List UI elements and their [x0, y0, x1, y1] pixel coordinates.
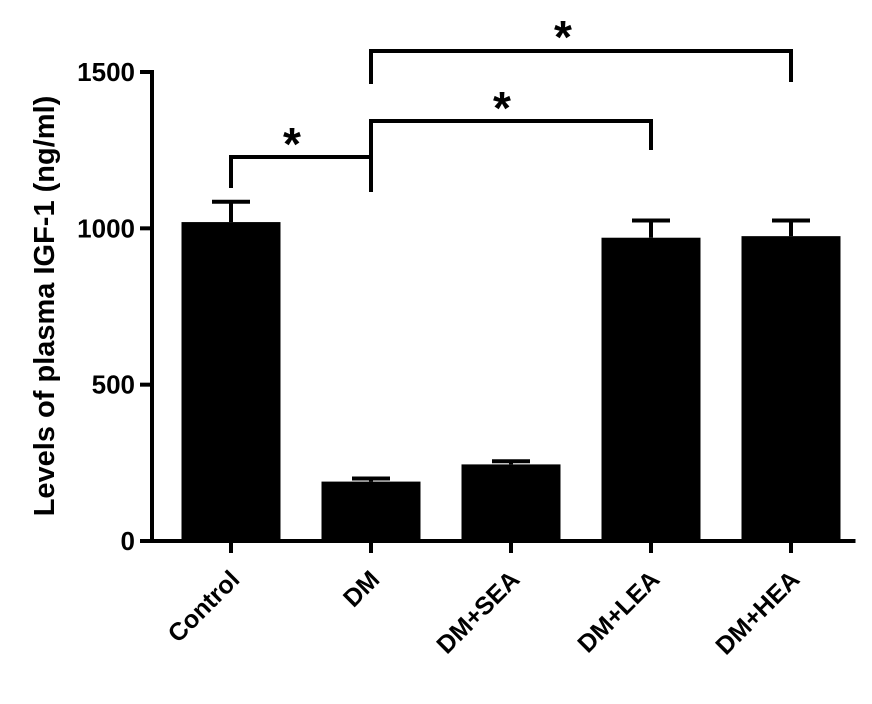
y-tick-label: 1500 [77, 57, 135, 87]
x-tick-label: DM+LEA [572, 565, 665, 658]
x-tick-label: DM+HEA [710, 565, 805, 660]
y-axis-title: Levels of plasma IGF-1 (ng/ml) [29, 96, 61, 517]
significance-star: * [554, 11, 572, 63]
plot-area: 0 500 1000 1500 Control DM DM+SEA DM+LEA DM+HEA *… [77, 11, 856, 660]
x-tick-label: Control [163, 565, 246, 648]
significance-star: * [283, 118, 301, 170]
bar-dm-hea [741, 236, 841, 541]
significance-bracket [229, 155, 373, 192]
significance-bracket [369, 49, 793, 84]
x-tick-label: DM+SEA [431, 565, 525, 659]
significance-star: * [493, 82, 511, 134]
y-tick-label: 1000 [77, 213, 135, 243]
bar-dm [321, 481, 421, 541]
bar-dm-lea [601, 237, 701, 542]
bar-control [181, 222, 281, 541]
significance-bracket [369, 119, 653, 157]
x-tick-label: DM [338, 565, 385, 612]
y-tick-label: 0 [121, 526, 135, 556]
bar-dm-sea [461, 464, 561, 541]
y-tick-label: 500 [92, 370, 135, 400]
